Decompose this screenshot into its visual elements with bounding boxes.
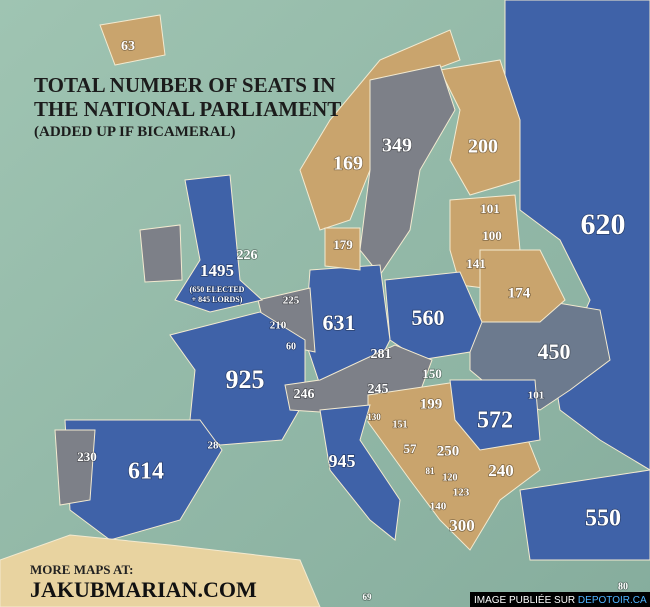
seat-label: 81 [426,466,436,476]
credit-label: IMAGE PUBLIÉE SUR [474,593,575,606]
title: TOTAL NUMBER OF SEATS IN THE NATIONAL PA… [34,73,341,140]
seat-label: 140 [430,501,447,513]
seat-label: 169 [333,153,363,175]
seat-label: 614 [128,459,164,485]
seat-label: 550 [585,506,621,532]
sweden [359,64,456,276]
seat-note: + 845 LORDS) [192,295,243,304]
seat-label: 620 [581,208,626,241]
footer-site: JAKUBMARIAN.COM [30,577,257,602]
turkey [519,469,650,561]
seat-label: 174 [508,285,531,301]
seat-label: 250 [437,443,460,459]
portugal [54,429,96,506]
denmark [324,227,361,271]
seat-label: 240 [488,461,514,480]
footer-banner [0,534,321,607]
seat-label: 631 [323,310,356,335]
seat-label: 246 [294,387,315,402]
seat-label: 560 [412,305,445,330]
france [169,311,306,446]
seat-label: 945 [329,451,356,471]
seat-label: 230 [77,449,97,464]
seat-label: 226 [237,248,258,263]
seat-label: 80 [618,581,628,592]
seat-label: 100 [482,228,502,243]
seat-label: 210 [270,320,287,332]
seat-label: 150 [422,366,442,381]
seat-label: 1495 [200,261,234,280]
seat-label: 151 [393,419,408,430]
title-line: TOTAL NUMBER OF SEATS IN [34,73,335,97]
seat-label: 28 [208,440,220,452]
seat-label: 245 [368,382,389,397]
finland [439,59,521,196]
iceland [99,14,166,66]
seat-label: 57 [404,441,418,456]
seat-label: 199 [420,396,443,412]
seat-label: 101 [528,390,545,402]
seat-label: 349 [382,135,412,157]
credit-text: IMAGE PUBLIÉE SUR DEPOTOIR.CA [474,593,647,606]
seat-label: 123 [453,487,470,499]
belarus [479,249,566,323]
seat-label: 130 [367,412,381,422]
seat-label: 572 [477,408,513,434]
romania [449,379,541,451]
seat-note: (650 ELECTED [190,285,245,294]
title-line: THE NATIONAL PARLIAMENT [34,97,341,121]
seat-label: 450 [538,339,571,364]
uk [174,174,264,313]
seat-label: 63 [121,39,135,54]
title-note: (ADDED UP IF BICAMERAL) [34,124,236,140]
seat-label: 200 [468,136,498,158]
credit-bar [470,592,650,607]
credit-link[interactable]: DEPOTOIR.CA [578,595,647,606]
seat-label: 225 [283,295,300,307]
seat-label: 179 [333,237,353,252]
ireland [139,224,183,283]
seat-label: 69 [363,592,373,602]
footer-more: MORE MAPS AT: [30,562,134,577]
seat-label: 120 [443,472,458,483]
seat-label: 925 [226,365,265,394]
seat-label: 60 [286,341,296,352]
seat-label: 300 [449,516,475,535]
seat-label: 281 [371,347,392,362]
italy [319,404,401,541]
seat-label: 101 [480,201,500,216]
seat-label: 141 [466,256,486,271]
spain [64,419,223,541]
